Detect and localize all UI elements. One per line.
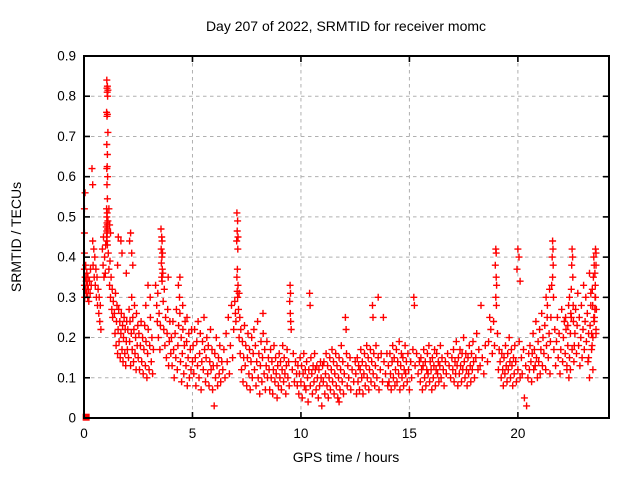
scatter-points-plus: [80, 76, 600, 410]
y-tick-label: 0.5: [57, 209, 76, 224]
x-tick-label: 15: [402, 426, 417, 441]
y-axis-label: SRMTID / TECUs: [8, 182, 24, 292]
x-tick-label: 20: [510, 426, 525, 441]
x-axis-label: GPS time / hours: [293, 449, 400, 465]
y-tick-label: 0.2: [57, 330, 76, 345]
y-tick-label: 0: [68, 411, 76, 426]
chart-title: Day 207 of 2022, SRMTID for receiver mom…: [206, 18, 486, 34]
x-tick-label: 0: [80, 426, 88, 441]
plot-border: [83, 55, 610, 419]
tick-labels: 0 5 10 15 20 0 0.1 0.2 0.3 0.4 0.5 0.6 0.7 0.8 0.9: [57, 49, 525, 442]
y-tick-label: 0.3: [57, 290, 76, 305]
y-tick-label: 0.6: [57, 169, 76, 184]
data-points: [80, 76, 600, 421]
x-tick-label: 10: [293, 426, 308, 441]
y-tick-label: 0.4: [57, 250, 76, 265]
y-tick-label: 0.8: [57, 89, 76, 104]
y-tick-label: 0.9: [57, 49, 76, 64]
y-tick-label: 0.7: [57, 129, 76, 144]
y-tick-label: 0.1: [57, 370, 76, 385]
x-tick-label: 5: [189, 426, 197, 441]
